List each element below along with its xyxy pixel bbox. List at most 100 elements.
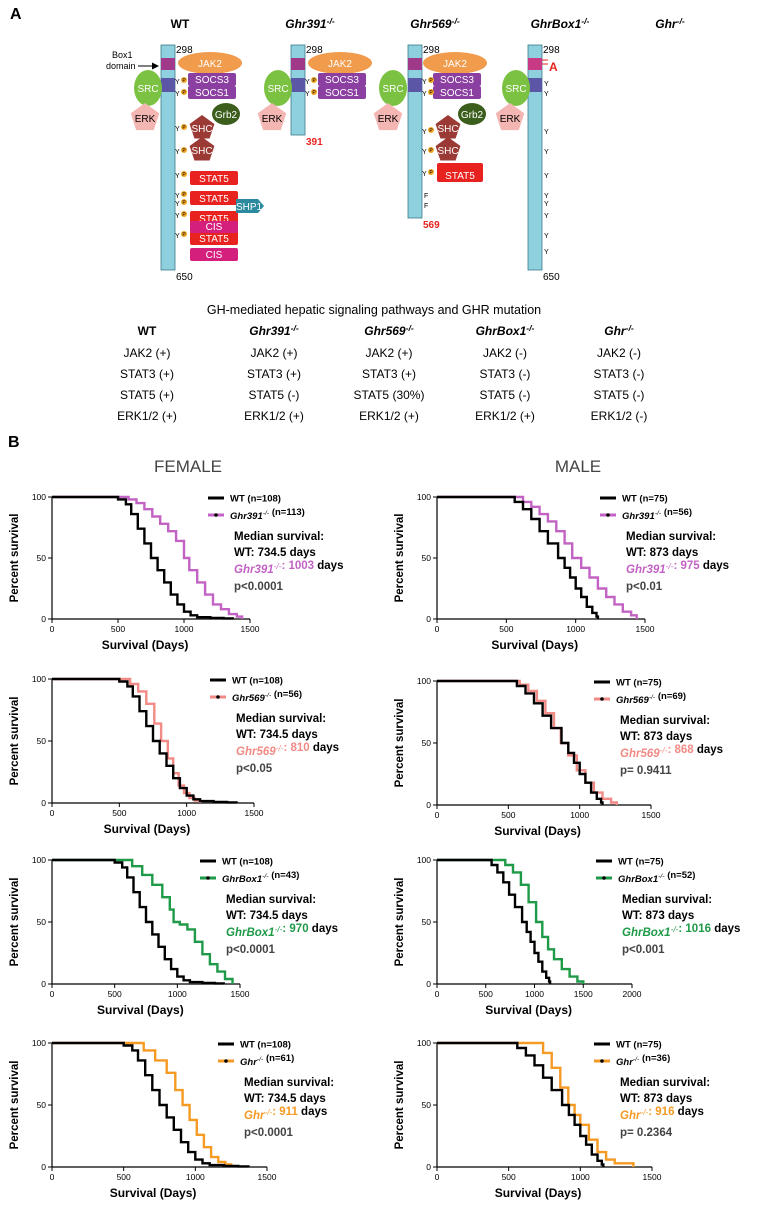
phospho-label: P — [312, 90, 316, 96]
residue-top-number: 298 — [423, 45, 440, 56]
x-tick-label: 500 — [499, 624, 513, 634]
residue-bottom-number: 569 — [423, 220, 440, 231]
src-shape — [502, 70, 530, 106]
signaling-table-cell: ERK1/2 (+) — [244, 409, 304, 423]
median-label: Median survival: — [226, 894, 316, 906]
receptor-bar — [527, 44, 543, 271]
signaling-table-cell: JAK2 (-) — [597, 346, 641, 360]
genotype-name: Ghr569 — [410, 17, 452, 31]
legend-mutant-superscript: -/- — [633, 1056, 640, 1063]
tyrosine-label: Y — [175, 91, 180, 98]
x-tick-label: 1500 — [231, 989, 250, 999]
socs1-shape — [318, 86, 366, 99]
legend-mutant-count: (n=61) — [263, 1053, 294, 1064]
legend-wt-text: WT (n=75) — [618, 857, 664, 868]
jak2-shape — [178, 52, 242, 74]
membrane-proximal-domain — [291, 78, 305, 92]
tyrosine-label: Y — [544, 81, 549, 88]
legend-mutant-text: Ghr-/- (n=36) — [616, 1053, 670, 1068]
phospho-dot — [428, 77, 434, 83]
phospho-dot — [181, 77, 187, 83]
legend-mutant-marker — [602, 876, 606, 880]
median-wt-line: WT: 734.5 days — [244, 1093, 326, 1105]
x-axis-label: Survival (Days) — [485, 1003, 572, 1017]
legend-mutant-text: GhrBox1-/- (n=43) — [222, 870, 299, 885]
x-tick-label: 0 — [435, 1172, 440, 1182]
series-line-GhrBox1-/- — [437, 858, 585, 984]
median-wt-line: WT: 873 days — [620, 731, 692, 743]
table-header-superscript: -/- — [526, 323, 534, 333]
x-axis-label: Survival (Days) — [495, 1186, 582, 1200]
series-line-Ghr-/- — [437, 1041, 635, 1167]
box1-domain — [291, 58, 305, 70]
phospho-dot — [181, 211, 187, 217]
x-tick-label: 1500 — [636, 624, 655, 634]
table-header-superscript: -/- — [626, 323, 634, 333]
socs3-label: SOCS3 — [195, 75, 229, 86]
y-tick-label: 0 — [426, 800, 431, 810]
y-tick-label: 0 — [426, 1162, 431, 1172]
src-shape — [134, 70, 162, 106]
x-tick-label: 500 — [111, 624, 125, 634]
legend-mutant-marker — [600, 697, 604, 701]
median-label: Median survival: — [236, 713, 326, 725]
x-tick-label: 1000 — [525, 989, 544, 999]
x-axis-label: Survival (Days) — [97, 1003, 184, 1017]
legend-mutant-count: (n=56) — [271, 689, 302, 700]
socs3-shape — [318, 73, 366, 86]
signaling-table-cell: JAK2 (-) — [483, 346, 527, 360]
median-days-word: days — [314, 560, 343, 572]
phospho-label: P — [429, 128, 433, 134]
x-tick-label: 1000 — [177, 808, 196, 818]
legend-mutant-superscript: -/- — [265, 692, 272, 699]
median-mutant-name: Ghr — [620, 1110, 641, 1122]
y-tick-label: 0 — [41, 614, 46, 624]
legend-mutant-marker — [206, 876, 210, 880]
y-axis-label: Percent survival — [9, 1061, 21, 1150]
cis-shape — [190, 221, 238, 233]
x-tick-label: 1500 — [643, 1172, 662, 1182]
erk-shape — [495, 103, 525, 131]
box1-domain — [528, 58, 542, 70]
stat5-label: STAT5 — [199, 194, 229, 205]
signaling-table-cell: STAT3 (-) — [594, 367, 645, 381]
jak2-shape — [308, 52, 372, 74]
series-line-WT — [437, 858, 552, 984]
x-axis-label: Survival (Days) — [104, 822, 191, 836]
shc-label: SHC — [191, 146, 212, 157]
genotype-name: GhrBox1 — [531, 17, 582, 31]
jak2-label: JAK2 — [443, 59, 467, 70]
median-mutant-name: Ghr569 — [620, 748, 660, 760]
median-mutant-value: : 916 — [648, 1106, 674, 1118]
phospho-dot — [181, 191, 187, 197]
median-mutant-superscript: -/- — [671, 925, 679, 934]
y-tick-label: 50 — [422, 553, 432, 563]
socs3-label: SOCS3 — [440, 75, 474, 86]
signaling-table-cell: ERK1/2 (+) — [475, 409, 535, 423]
y-tick-label: 50 — [422, 1100, 432, 1110]
legend-mutant-marker — [600, 1059, 604, 1063]
erk-label: ERK — [135, 114, 156, 125]
legend-mutant-name: GhrBox1 — [222, 874, 262, 885]
y-tick-label: 0 — [426, 614, 431, 624]
src-shape — [379, 70, 407, 106]
series-line-WT — [437, 1041, 605, 1167]
series-line-GhrBox1-/- — [52, 858, 234, 984]
median-mutant-value: : 975 — [673, 560, 700, 572]
genotype-name: WT — [171, 17, 190, 31]
phospho-dot — [181, 147, 187, 153]
membrane-proximal-domain — [408, 78, 422, 92]
socs3-label: SOCS3 — [325, 75, 359, 86]
phospho-label: P — [182, 148, 186, 154]
phospho-label: P — [429, 148, 433, 154]
y-axis-label: Percent survival — [9, 878, 21, 967]
median-days-word: days — [309, 923, 338, 935]
tyrosine-label: Y — [422, 171, 427, 178]
legend-mutant-superscript: -/- — [649, 694, 656, 701]
src-label: SRC — [267, 84, 288, 95]
erk-shape — [373, 103, 403, 131]
